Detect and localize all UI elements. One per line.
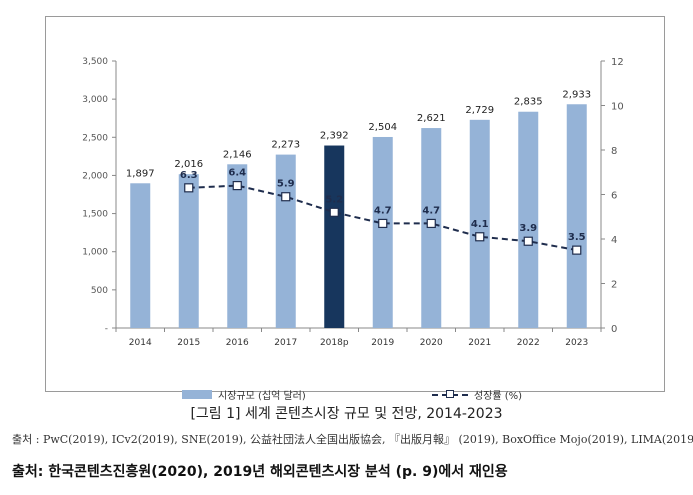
bar xyxy=(518,111,539,328)
x-category-label: 2021 xyxy=(468,338,491,348)
bar-value-label: 2,933 xyxy=(562,89,591,100)
y-right-tick-label: 2 xyxy=(611,280,617,291)
y-right-tick-label: 4 xyxy=(611,235,617,246)
y-right-tick-label: 8 xyxy=(611,146,617,157)
y-left-tick-label: 2,500 xyxy=(82,133,108,143)
bar xyxy=(130,183,151,328)
reuse-source-line: 출처: 한국콘텐츠진흥원(2020), 2019년 해외콘텐츠시장 분석 (p.… xyxy=(12,464,508,480)
bar-value-label: 2,146 xyxy=(223,149,252,160)
bar-value-label: 2,273 xyxy=(271,140,300,151)
x-category-label: 2016 xyxy=(226,338,249,348)
x-category-label: 2017 xyxy=(274,338,297,348)
bar xyxy=(566,104,587,328)
y-left-tick-label: 2,000 xyxy=(82,171,108,181)
y-right-tick-label: 12 xyxy=(611,57,624,68)
y-left-tick-label: 500 xyxy=(91,286,108,296)
growth-rate-point xyxy=(572,245,582,255)
bar xyxy=(178,174,199,328)
bar-value-label: 2,504 xyxy=(368,122,397,133)
y-right-tick-label: 6 xyxy=(611,191,617,202)
bar-value-label: 1,897 xyxy=(126,168,155,179)
growth-rate-label: 5.9 xyxy=(277,179,295,190)
y-left-tick-label: 1,000 xyxy=(82,248,108,258)
growth-rate-label: 3.5 xyxy=(568,232,586,243)
y-right-tick-label: 10 xyxy=(611,102,624,113)
legend-line-label: 성장률 (%) xyxy=(474,391,523,402)
legend-bar-item: 시장규모 (십억 달러) xyxy=(182,387,306,402)
figure-caption: [그림 1] 세계 콘텐츠시장 규모 및 전망, 2014-2023 xyxy=(190,406,503,422)
bar-value-label: 2,729 xyxy=(465,105,494,116)
legend-line-item: 성장률 (%) xyxy=(432,387,522,402)
bar xyxy=(372,136,393,328)
x-category-label: 2023 xyxy=(565,338,588,348)
x-category-label: 2015 xyxy=(177,338,200,348)
growth-rate-label: 6.3 xyxy=(180,170,198,181)
bar-value-label: 2,621 xyxy=(417,113,446,124)
growth-rate-label: 4.7 xyxy=(422,205,440,216)
growth-rate-point xyxy=(378,218,388,229)
bar xyxy=(227,164,248,328)
growth-rate-label: 5.2 xyxy=(325,194,343,205)
y-left-tick-label: 3,500 xyxy=(82,57,108,67)
y-left-tick-label: - xyxy=(105,324,108,334)
y-right-tick-label: 0 xyxy=(611,324,617,335)
bar xyxy=(469,119,490,328)
bar xyxy=(324,145,345,328)
legend-bar-swatch xyxy=(182,390,212,399)
combo-chart: - 500 1,000 1,500 2,000 2,500 3,000 3,500 0 2 4 6 8 1… xyxy=(82,57,624,348)
bar-value-label: 2,392 xyxy=(320,131,349,142)
growth-rate-point xyxy=(184,183,194,193)
growth-rate-label: 4.1 xyxy=(471,219,489,230)
growth-rate-point xyxy=(232,181,242,191)
growth-rate-label: 4.7 xyxy=(374,205,392,216)
bar xyxy=(421,128,442,328)
growth-rate-point xyxy=(475,232,485,242)
growth-rate-point xyxy=(329,207,339,217)
legend-line-swatch xyxy=(432,389,468,400)
y-left-tick-label: 3,000 xyxy=(82,95,108,105)
legend-bar-label: 시장규모 (십억 달러) xyxy=(218,391,306,402)
x-category-label: 2018p xyxy=(320,338,349,348)
growth-rate-point xyxy=(523,236,533,246)
growth-rate-point xyxy=(281,192,291,202)
chart-frame: - 500 1,000 1,500 2,000 2,500 3,000 3,500 0 2 4 6 8 1… xyxy=(45,16,665,402)
x-category-label: 2022 xyxy=(517,338,540,348)
x-category-label: 2020 xyxy=(420,338,443,348)
x-category-label: 2019 xyxy=(371,338,394,348)
bar-value-label: 2,016 xyxy=(174,159,203,170)
bar-value-label: 2,835 xyxy=(514,97,543,108)
growth-rate-label: 3.9 xyxy=(519,223,537,234)
x-category-label: 2014 xyxy=(129,338,152,348)
growth-rate-point xyxy=(426,218,436,229)
growth-rate-label: 6.4 xyxy=(228,168,246,179)
source-line: 출처 : PwC(2019), ICv2(2019), SNE(2019), 公… xyxy=(12,433,693,446)
y-left-tick-label: 1,500 xyxy=(82,210,108,220)
growth-rate-line xyxy=(188,184,577,252)
